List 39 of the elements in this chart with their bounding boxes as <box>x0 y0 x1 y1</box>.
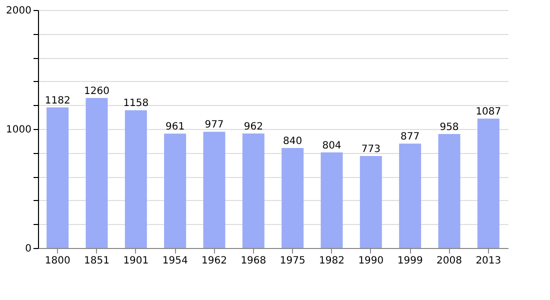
y-tick-label: 1000 <box>6 124 32 136</box>
bar <box>164 134 186 248</box>
data-label: 961 <box>166 122 185 133</box>
data-label: 1087 <box>476 106 502 118</box>
bar <box>124 110 147 248</box>
bar <box>360 156 382 248</box>
y-tick-label: 2000 <box>6 6 32 16</box>
x-tick-label: 2013 <box>476 256 502 266</box>
data-label: 804 <box>322 140 342 152</box>
data-label: 877 <box>400 132 420 143</box>
x-tick-label: 1962 <box>202 256 227 266</box>
bar <box>438 134 460 248</box>
bar <box>46 107 69 248</box>
x-tick-label: 1999 <box>397 256 423 266</box>
data-label: 962 <box>244 122 263 133</box>
data-label: 958 <box>440 122 459 133</box>
bar <box>282 148 304 248</box>
y-tick-label: 0 <box>25 244 32 254</box>
x-tick-label: 1968 <box>240 256 266 266</box>
x-tick-label: 1982 <box>319 256 344 266</box>
x-tick-label: 1975 <box>280 256 306 266</box>
bar <box>477 118 500 248</box>
data-label: 1158 <box>123 98 149 110</box>
x-tick-label: 2008 <box>436 256 462 266</box>
x-tick-label: 1954 <box>162 256 188 266</box>
x-tick-label: 1800 <box>44 256 70 266</box>
data-label: 977 <box>204 120 224 131</box>
bar <box>320 152 343 248</box>
x-tick-label: 1901 <box>123 256 149 266</box>
data-label: 1260 <box>84 86 110 98</box>
bar <box>86 98 108 248</box>
bar <box>203 132 226 248</box>
data-label: 773 <box>361 144 380 156</box>
bar <box>399 144 422 248</box>
data-label: 1182 <box>44 95 70 106</box>
x-tick-label: 1851 <box>84 256 110 266</box>
x-tick-label: 1990 <box>358 256 384 266</box>
data-label: 840 <box>283 136 302 148</box>
bar <box>242 134 264 248</box>
